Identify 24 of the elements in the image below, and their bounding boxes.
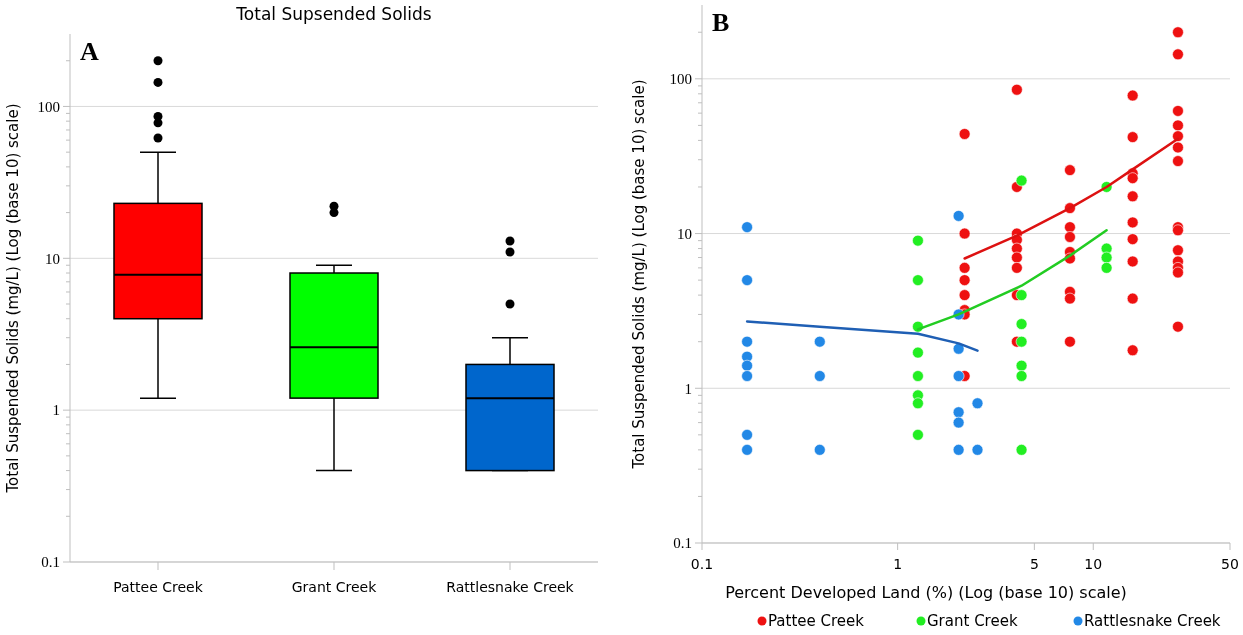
y-tick-label: 100 xyxy=(37,98,60,115)
x-tick-label: Grant Creek xyxy=(291,579,378,595)
y-tick-label: 10 xyxy=(677,225,692,242)
x-tick-label: 1 xyxy=(893,556,903,572)
y-axis-title: Total Suspended Solids (mg/L) (Log (base 10) scale) xyxy=(4,103,22,494)
x-tick-label: Rattlesnake Creek xyxy=(446,579,575,595)
y-tick-label: 0.1 xyxy=(673,535,692,552)
annotation: B xyxy=(712,8,730,37)
y-tick-label: 100 xyxy=(669,71,692,88)
chart-title: Total Supsended Solids xyxy=(235,4,432,24)
legend-label: Grant Creek xyxy=(927,612,1018,630)
x-tick-label: 50 xyxy=(1221,556,1239,572)
legend-label: Rattlesnake Creek xyxy=(1084,612,1221,630)
y-tick-label: 1 xyxy=(684,380,692,397)
y-tick-label: 1 xyxy=(52,402,60,419)
x-tick-label: 5 xyxy=(1029,556,1039,572)
y-axis-title: Total Suspended Solids (mg/L) (Log (base 10) scale) xyxy=(630,79,648,470)
x-tick-label: 10 xyxy=(1084,556,1103,572)
x-tick-label: 0.1 xyxy=(690,556,714,572)
y-tick-label: 10 xyxy=(45,250,60,267)
x-tick-label: Pattee Creek xyxy=(113,579,204,595)
legend-label: Pattee Creek xyxy=(768,612,865,630)
x-axis-title: Percent Developed Land (%) (Log (base 10) scale) xyxy=(725,583,1127,602)
annotation: A xyxy=(80,37,99,66)
